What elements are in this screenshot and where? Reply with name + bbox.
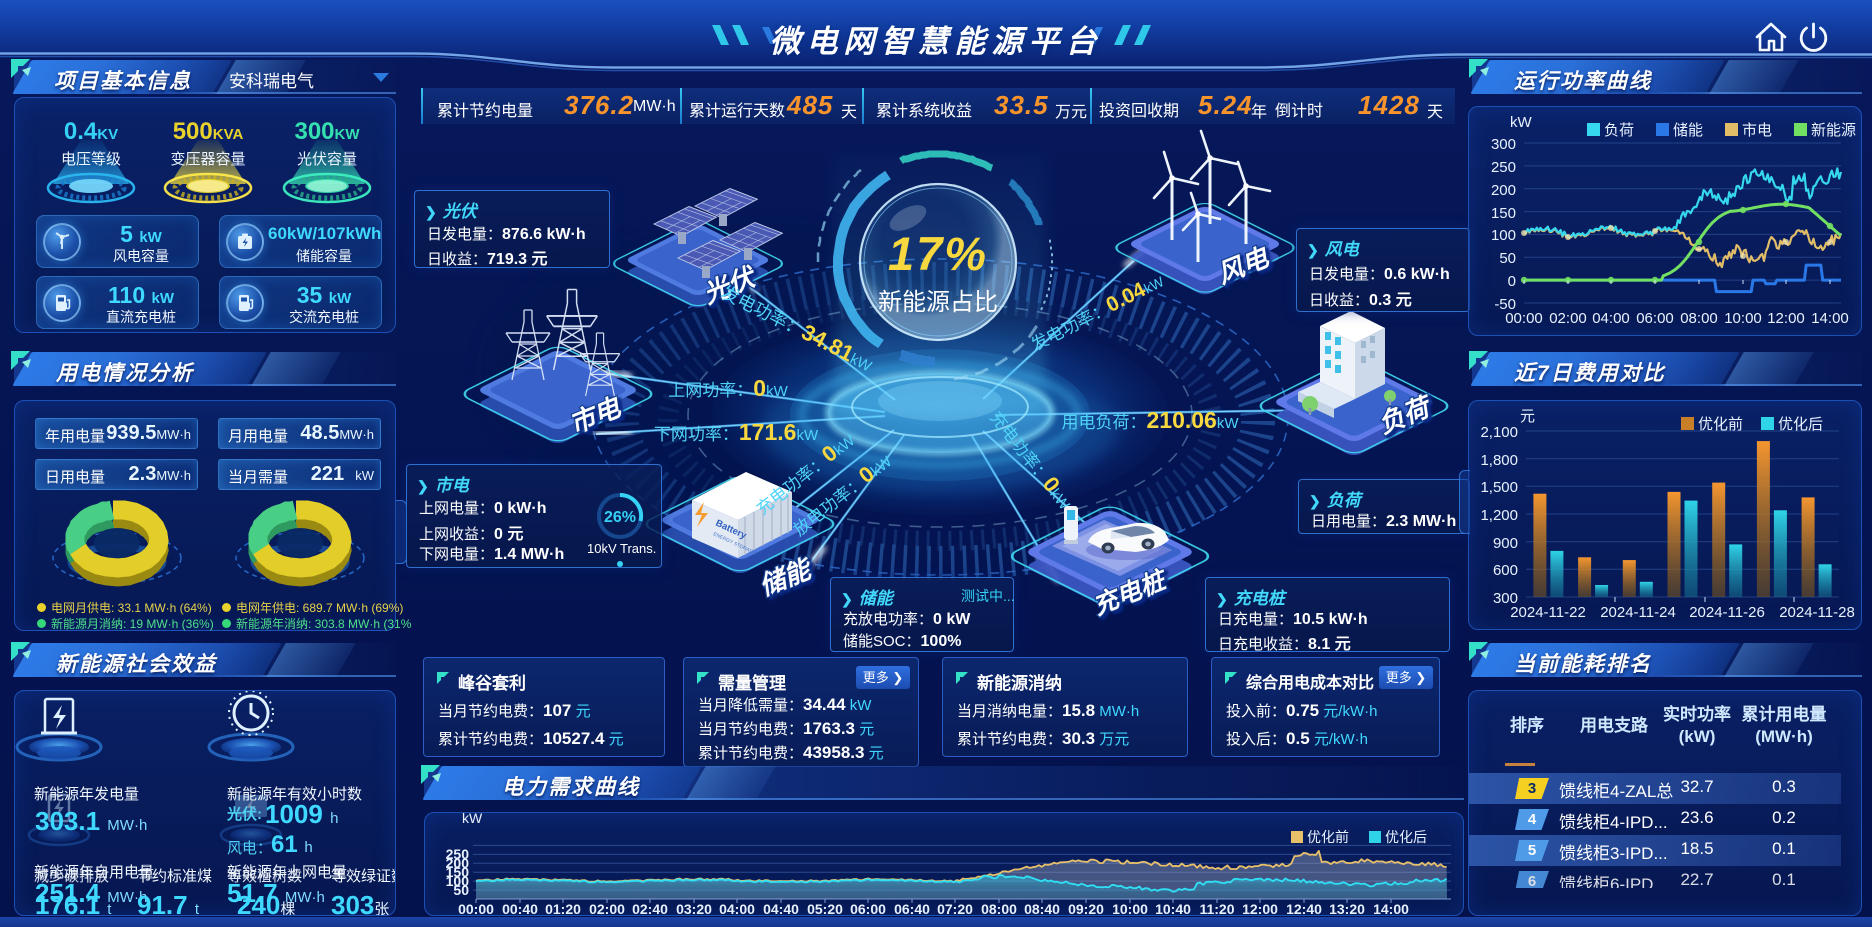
svg-text:200: 200 bbox=[1491, 182, 1516, 199]
svg-text:优化后: 优化后 bbox=[1385, 829, 1427, 845]
svg-text:上网功率：0kW: 上网功率：0kW bbox=[668, 375, 788, 401]
svg-text:50: 50 bbox=[1499, 250, 1516, 267]
svg-text:新能源: 新能源 bbox=[1811, 122, 1856, 139]
svg-text:300: 300 bbox=[1493, 590, 1518, 607]
svg-text:0: 0 bbox=[1508, 273, 1516, 290]
svg-text:150: 150 bbox=[446, 864, 470, 880]
svg-text:600: 600 bbox=[1493, 562, 1518, 579]
svg-text:02:00: 02:00 bbox=[589, 901, 625, 917]
svg-text:14:00: 14:00 bbox=[1811, 310, 1849, 327]
svg-text:市电: 市电 bbox=[1742, 122, 1772, 139]
svg-text:250: 250 bbox=[1491, 159, 1516, 176]
svg-text:元: 元 bbox=[1520, 408, 1535, 425]
svg-text:06:00: 06:00 bbox=[1636, 310, 1674, 327]
svg-text:09:20: 09:20 bbox=[1068, 901, 1104, 917]
svg-text:2024-11-22: 2024-11-22 bbox=[1510, 604, 1586, 621]
svg-text:250: 250 bbox=[446, 846, 470, 862]
svg-text:优化前: 优化前 bbox=[1307, 829, 1349, 845]
svg-text:13:20: 13:20 bbox=[1329, 901, 1365, 917]
svg-text:08:40: 08:40 bbox=[1024, 901, 1060, 917]
svg-text:2024-11-24: 2024-11-24 bbox=[1600, 604, 1676, 621]
svg-text:06:40: 06:40 bbox=[894, 901, 930, 917]
svg-text:08:00: 08:00 bbox=[1680, 310, 1718, 327]
svg-text:下网功率：171.6kW: 下网功率：171.6kW bbox=[654, 419, 819, 445]
svg-text:12:00: 12:00 bbox=[1767, 310, 1805, 327]
svg-text:kW: kW bbox=[1510, 114, 1533, 131]
svg-text:01:20: 01:20 bbox=[545, 901, 581, 917]
svg-text:用电负荷：210.06kW: 用电负荷：210.06kW bbox=[1061, 407, 1239, 433]
svg-text:1,800: 1,800 bbox=[1480, 452, 1518, 469]
svg-text:200: 200 bbox=[446, 855, 470, 871]
svg-text:1,500: 1,500 bbox=[1480, 479, 1518, 496]
svg-text:00:00: 00:00 bbox=[1505, 310, 1543, 327]
svg-text:14:00: 14:00 bbox=[1373, 901, 1409, 917]
svg-text:08:00: 08:00 bbox=[981, 901, 1017, 917]
svg-text:新能源占比: 新能源占比 bbox=[878, 289, 998, 316]
svg-text:12:00: 12:00 bbox=[1242, 901, 1278, 917]
svg-text:04:40: 04:40 bbox=[763, 901, 799, 917]
svg-text:300: 300 bbox=[1491, 136, 1516, 153]
svg-text:04:00: 04:00 bbox=[719, 901, 755, 917]
svg-text:17%: 17% bbox=[888, 227, 988, 280]
svg-text:50: 50 bbox=[453, 882, 469, 898]
svg-text:优化后: 优化后 bbox=[1778, 416, 1823, 433]
svg-text:2,100: 2,100 bbox=[1480, 424, 1518, 441]
svg-text:05:20: 05:20 bbox=[807, 901, 843, 917]
svg-text:26%: 26% bbox=[604, 509, 636, 526]
svg-text:00:40: 00:40 bbox=[502, 901, 538, 917]
svg-text:10:40: 10:40 bbox=[1155, 901, 1191, 917]
svg-text:10:00: 10:00 bbox=[1724, 310, 1762, 327]
svg-text:-50: -50 bbox=[1494, 296, 1516, 313]
svg-text:07:20: 07:20 bbox=[937, 901, 973, 917]
svg-text:1,200: 1,200 bbox=[1480, 507, 1518, 524]
svg-text:11:20: 11:20 bbox=[1199, 901, 1234, 917]
svg-text:100: 100 bbox=[446, 873, 470, 889]
svg-text:10:00: 10:00 bbox=[1112, 901, 1148, 917]
svg-text:优化前: 优化前 bbox=[1698, 416, 1743, 433]
svg-text:02:00: 02:00 bbox=[1549, 310, 1587, 327]
svg-text:00:00: 00:00 bbox=[458, 901, 494, 917]
svg-text:150: 150 bbox=[1491, 205, 1516, 222]
svg-text:kW: kW bbox=[462, 813, 483, 826]
svg-text:04:00: 04:00 bbox=[1592, 310, 1630, 327]
svg-text:900: 900 bbox=[1493, 535, 1518, 552]
svg-text:06:00: 06:00 bbox=[850, 901, 886, 917]
svg-text:12:40: 12:40 bbox=[1286, 901, 1322, 917]
svg-text:储能: 储能 bbox=[1673, 122, 1703, 139]
svg-text:负荷: 负荷 bbox=[1604, 122, 1634, 139]
svg-text:03:20: 03:20 bbox=[676, 901, 712, 917]
svg-text:2024-11-28: 2024-11-28 bbox=[1779, 604, 1855, 621]
svg-text:100: 100 bbox=[1491, 227, 1516, 244]
svg-text:2024-11-26: 2024-11-26 bbox=[1689, 604, 1765, 621]
svg-text:02:40: 02:40 bbox=[632, 901, 668, 917]
